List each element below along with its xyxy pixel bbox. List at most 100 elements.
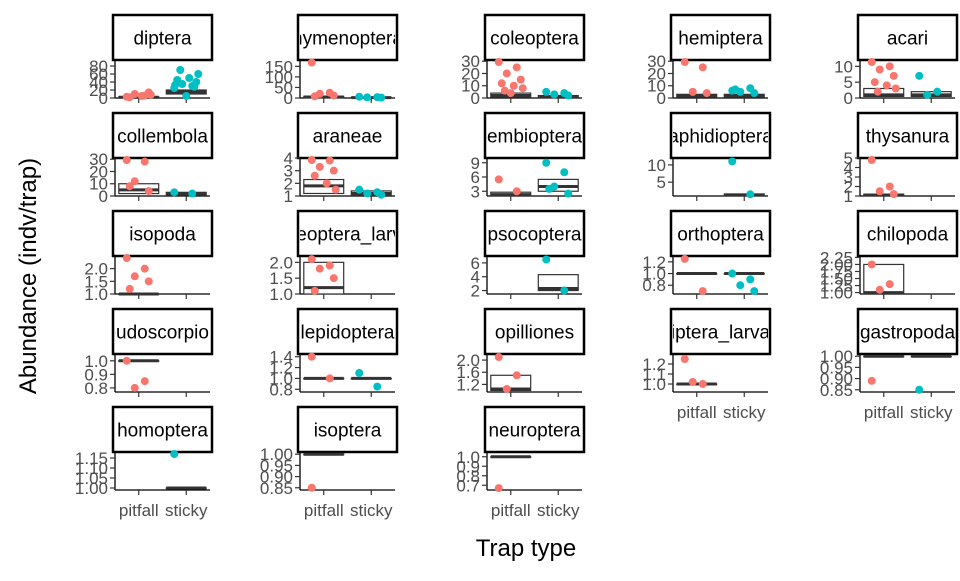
facet-title: hemiptera — [678, 29, 763, 50]
facet-panel: opilliones 1.21.62.0 — [456, 307, 586, 397]
data-point-pitfall — [307, 58, 316, 67]
y-tick-label: 0 — [99, 187, 108, 206]
data-point-sticky — [564, 189, 573, 198]
y-tick-label: 10 — [89, 175, 108, 194]
y-tick-label: 1.25 — [820, 277, 853, 296]
data-point-sticky — [915, 71, 924, 80]
facet-panel: gastropoda 0.850.900.951.00 pitfall sticky — [820, 307, 959, 422]
y-tick-label: 1.0 — [269, 369, 293, 388]
y-tick-label: 0 — [657, 89, 666, 108]
y-tick-label: 1 — [844, 187, 853, 206]
y-tick-label: 2.00 — [820, 255, 853, 274]
facet-title: lepidoptera — [300, 323, 394, 344]
facet-title: coleoptera — [490, 29, 579, 50]
y-tick-label: 50 — [274, 78, 293, 97]
y-tick-label: 0 — [844, 89, 853, 108]
facet-panel: pseudoscorpiones 0.80.91.0 — [84, 307, 214, 398]
facet-strip — [111, 13, 214, 62]
data-point-sticky — [564, 91, 573, 100]
y-tick-label: 1.4 — [269, 348, 293, 367]
data-point-sticky — [542, 255, 551, 264]
data-point-pitfall — [698, 380, 707, 388]
data-point-pitfall — [885, 280, 894, 289]
y-tick-label: 10 — [647, 77, 666, 96]
y-tick-label: 1.5 — [84, 272, 108, 291]
y-tick-label: 1.10 — [75, 459, 108, 478]
y-tick-label: 60 — [89, 65, 108, 84]
y-tick-label: 1.05 — [75, 469, 108, 488]
y-tick-label: 1.0 — [84, 285, 108, 304]
y-tick-label: 0.8 — [84, 379, 108, 398]
facet-strip — [296, 209, 399, 258]
facet-title: aphidioptera — [668, 127, 773, 148]
data-point-pitfall — [870, 78, 879, 87]
facet-title: isoptera — [314, 421, 382, 442]
y-tick-label: 1.00 — [820, 347, 853, 366]
data-point-pitfall — [509, 81, 518, 90]
data-point-pitfall — [702, 89, 711, 98]
x-tick-label: sticky — [350, 501, 393, 520]
box-pitfall — [863, 87, 905, 98]
data-point-pitfall — [307, 255, 316, 264]
data-point-pitfall — [875, 285, 884, 294]
y-tick-label: 0.8 — [456, 467, 480, 486]
y-tick-label: 10 — [647, 156, 666, 175]
facet-panel: isoptera 0.850.900.951.00 pitfall sticky — [260, 405, 399, 520]
data-point-sticky — [194, 70, 203, 78]
y-tick-label: 30 — [461, 52, 480, 71]
y-tick-label: 1.0 — [269, 285, 293, 304]
data-point-pitfall — [889, 71, 898, 80]
facet-strip — [483, 111, 586, 160]
y-tick-label: 3 — [284, 162, 293, 181]
y-axis-label: Abundance (indv/trap) — [15, 158, 42, 394]
y-tick-label: 1.15 — [75, 449, 108, 468]
data-point-pitfall — [867, 260, 876, 269]
data-point-pitfall — [130, 177, 139, 186]
x-tick-label: pitfall — [864, 403, 904, 422]
data-point-pitfall — [310, 286, 319, 295]
box-pitfall — [490, 374, 532, 392]
facet-strip — [296, 111, 399, 160]
data-point-sticky — [363, 93, 372, 102]
facet-panel: homoptera 1.001.051.101.15 pitfall sticky — [75, 405, 214, 520]
y-tick-label: 0.90 — [820, 370, 853, 389]
y-tick-label: 0.85 — [820, 381, 853, 400]
facet-strip — [111, 405, 214, 454]
box-sticky — [537, 274, 579, 292]
y-tick-label: 1.0 — [456, 448, 480, 467]
data-point-pitfall — [307, 352, 316, 361]
facet-strip — [296, 307, 399, 356]
data-point-pitfall — [494, 353, 503, 362]
y-tick-label: 0.8 — [269, 380, 293, 399]
data-point-pitfall — [502, 69, 511, 78]
data-point-sticky — [560, 168, 569, 177]
y-tick-label: 2.0 — [269, 253, 293, 272]
facet-strip — [669, 13, 772, 62]
y-tick-label: 10 — [461, 77, 480, 96]
data-point-sticky — [363, 189, 372, 198]
data-point-pitfall — [688, 378, 697, 386]
data-point-pitfall — [873, 87, 882, 96]
facet-title: psocoptera — [487, 225, 581, 246]
data-point-pitfall — [680, 355, 689, 363]
data-point-pitfall — [885, 182, 894, 191]
x-tick-label: sticky — [537, 501, 580, 520]
y-tick-label: 1.6 — [456, 363, 480, 382]
facet-title: embioptera — [487, 127, 582, 148]
data-point-pitfall — [331, 185, 340, 194]
data-point-sticky — [170, 188, 179, 197]
y-tick-label: 3 — [844, 168, 853, 187]
facet-title: orthoptera — [677, 225, 764, 246]
y-tick-label: 9 — [471, 154, 480, 173]
data-point-sticky — [746, 190, 755, 199]
data-point-pitfall — [512, 63, 521, 72]
facet-panel: coleoptera_larvae 1.01.52.0 — [269, 209, 399, 304]
y-tick-label: 5 — [844, 73, 853, 92]
y-tick-label: 2.0 — [456, 351, 480, 370]
data-point-pitfall — [144, 277, 153, 286]
y-tick-label: 0 — [471, 89, 480, 108]
data-point-sticky — [550, 90, 559, 99]
